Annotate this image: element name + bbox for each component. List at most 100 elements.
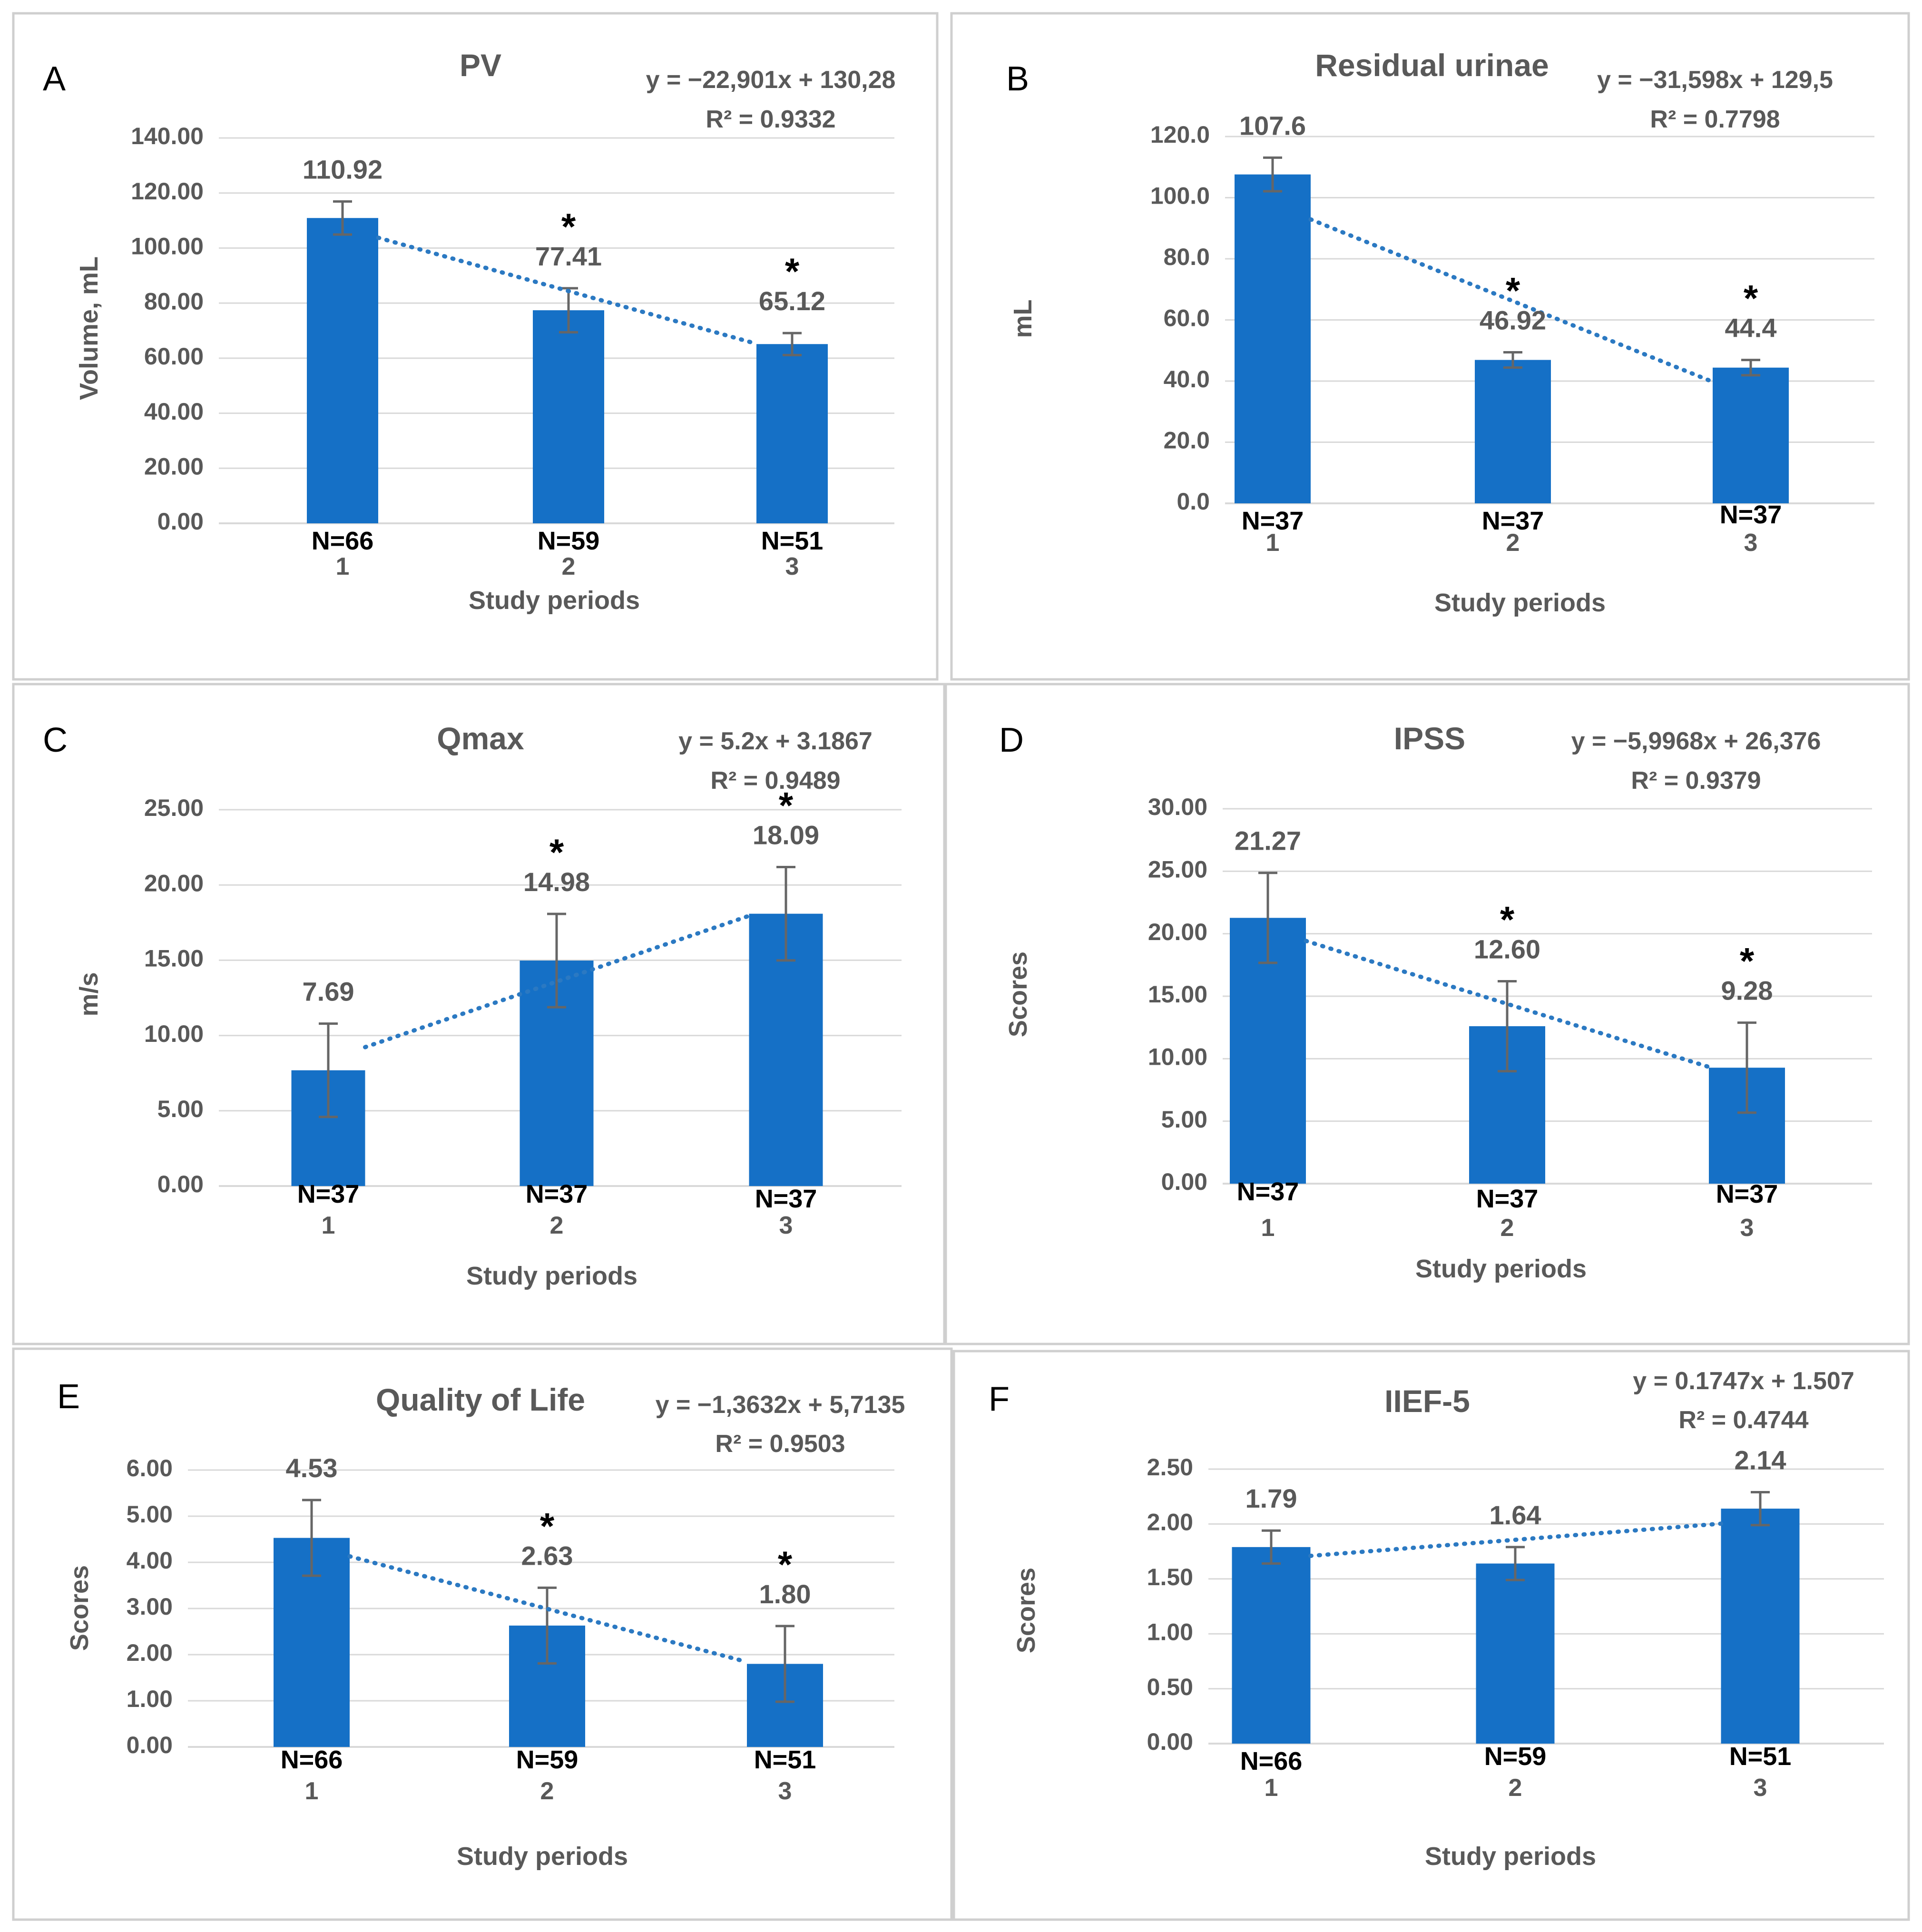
trend-r-squared: R² = 0.4744: [1678, 1406, 1808, 1434]
chart-title: IIEF-5: [1384, 1383, 1470, 1419]
data-label: 46.92: [1480, 305, 1546, 335]
y-tick-label: 5.00: [127, 1501, 173, 1528]
trendline: [1304, 939, 1711, 1069]
x-tick-label: 1: [305, 1777, 319, 1805]
x-tick-label: 2: [550, 1212, 564, 1239]
y-tick-label: 2.00: [1147, 1509, 1193, 1536]
bar: [1713, 367, 1789, 503]
y-tick-label: 0.0: [1177, 488, 1210, 515]
y-tick-label: 10.00: [1148, 1044, 1207, 1070]
y-tick-label: 40.00: [144, 398, 204, 425]
trend-equation: y = −22,901x + 130,28: [646, 66, 896, 94]
y-axis-label: Volume, mL: [75, 256, 103, 400]
x-axis-label: Study periods: [466, 1262, 637, 1290]
x-axis-label: Study periods: [1415, 1255, 1587, 1283]
y-axis-label: Scores: [1004, 951, 1032, 1037]
y-tick-label: 1.50: [1147, 1564, 1193, 1590]
trend-r-squared: R² = 0.9503: [715, 1430, 845, 1458]
y-tick-label: 5.00: [157, 1096, 204, 1122]
chart-panel-e: 0.001.002.003.004.005.006.00 4.532.63*1.8…: [12, 1347, 953, 1921]
trendline: [347, 1554, 749, 1664]
n-label: N=37: [1482, 507, 1544, 535]
y-tick-label: 120.0: [1150, 121, 1210, 148]
panel-letter: B: [1006, 60, 1029, 98]
y-tick-label: 6.00: [127, 1455, 173, 1481]
data-label: 2.14: [1735, 1445, 1786, 1475]
y-tick-label: 80.00: [144, 288, 204, 314]
significance-star: *: [785, 250, 800, 292]
x-tick-label: 3: [779, 1212, 793, 1239]
x-axis-label: Study periods: [457, 1842, 628, 1871]
x-tick-label: 3: [1744, 529, 1758, 557]
significance-star: *: [778, 1543, 793, 1585]
data-label: 21.27: [1235, 826, 1301, 856]
y-axis-label: Scores: [1012, 1568, 1040, 1653]
significance-star: *: [561, 206, 576, 247]
trend-equation: y = 0.1747x + 1.507: [1633, 1367, 1854, 1395]
data-label: 1.64: [1490, 1500, 1541, 1530]
x-tick-label: 2: [1506, 529, 1520, 557]
y-tick-label: 120.00: [131, 178, 204, 205]
panel-frame: [950, 12, 1910, 681]
n-label: N=37: [297, 1180, 360, 1208]
significance-star: *: [1506, 269, 1520, 311]
y-axis-label: Scores: [65, 1565, 94, 1651]
n-label: N=37: [1242, 507, 1304, 535]
trend-equation: y = −1,3632x + 5,7135: [656, 1391, 905, 1419]
x-tick-label: 3: [1754, 1774, 1767, 1802]
chart-title: Residual urinae: [1315, 48, 1549, 83]
n-label: N=51: [1729, 1742, 1792, 1771]
n-label: N=59: [538, 527, 600, 555]
y-tick-label: 1.00: [1147, 1618, 1193, 1645]
trendline: [376, 235, 759, 346]
n-label: N=51: [754, 1746, 816, 1774]
chart-panel-d: 0.005.0010.0015.0020.0025.0030.0021.2712…: [944, 683, 1910, 1345]
y-tick-label: 20.00: [1148, 919, 1207, 945]
x-tick-label: 1: [322, 1212, 335, 1239]
y-tick-label: 15.00: [144, 945, 204, 972]
data-label: 77.41: [535, 241, 602, 271]
y-tick-label: 2.00: [127, 1639, 173, 1666]
data-label: 12.60: [1474, 934, 1540, 964]
x-tick-label: 2: [540, 1777, 554, 1805]
chart-title: Quality of Life: [376, 1382, 585, 1417]
bar: [533, 310, 604, 523]
panel-letter: D: [999, 721, 1024, 759]
data-label: 65.12: [759, 286, 825, 316]
significance-star: *: [549, 831, 564, 873]
significance-star: *: [1740, 940, 1755, 982]
chart-panel-f: 0.00 0.50 1.00 1.50 2.00 2.50 1.79 1.64 2.14 N=66…: [952, 1350, 1910, 1921]
x-axis-label: Study periods: [1425, 1842, 1596, 1871]
y-tick-label: 25.00: [1148, 856, 1207, 883]
y-tick-label: 4.00: [127, 1547, 173, 1574]
panel-frame: [12, 1347, 953, 1921]
panel-frame: [12, 12, 939, 681]
n-label: N=37: [1716, 1180, 1778, 1208]
n-label: N=59: [516, 1746, 579, 1774]
x-tick-label: 2: [1500, 1214, 1514, 1242]
panel-letter: A: [43, 60, 66, 98]
x-tick-label: 3: [778, 1777, 792, 1805]
bar: [1721, 1509, 1800, 1744]
data-label: 9.28: [1721, 976, 1773, 1006]
y-tick-label: 100.00: [131, 233, 204, 260]
x-axis-label: Study periods: [1434, 588, 1606, 617]
y-tick-label: 0.00: [1161, 1168, 1207, 1195]
y-tick-label: 40.0: [1164, 366, 1210, 392]
significance-star: *: [1500, 898, 1515, 940]
y-tick-label: 20.0: [1164, 427, 1210, 454]
data-label: 1.79: [1245, 1483, 1297, 1513]
n-label: N=37: [1476, 1185, 1539, 1213]
bar: [1475, 360, 1551, 503]
data-label: 107.6: [1239, 110, 1306, 140]
x-tick-label: 2: [562, 553, 576, 580]
y-tick-label: 2.50: [1147, 1454, 1193, 1481]
panel-letter: C: [43, 721, 68, 759]
panel-letter: E: [57, 1378, 80, 1416]
x-tick-label: 1: [1261, 1214, 1275, 1242]
y-tick-label: 0.00: [157, 1171, 204, 1197]
n-label: N=59: [1484, 1742, 1547, 1771]
y-axis-label: m/s: [75, 972, 103, 1016]
significance-star: *: [779, 785, 794, 826]
